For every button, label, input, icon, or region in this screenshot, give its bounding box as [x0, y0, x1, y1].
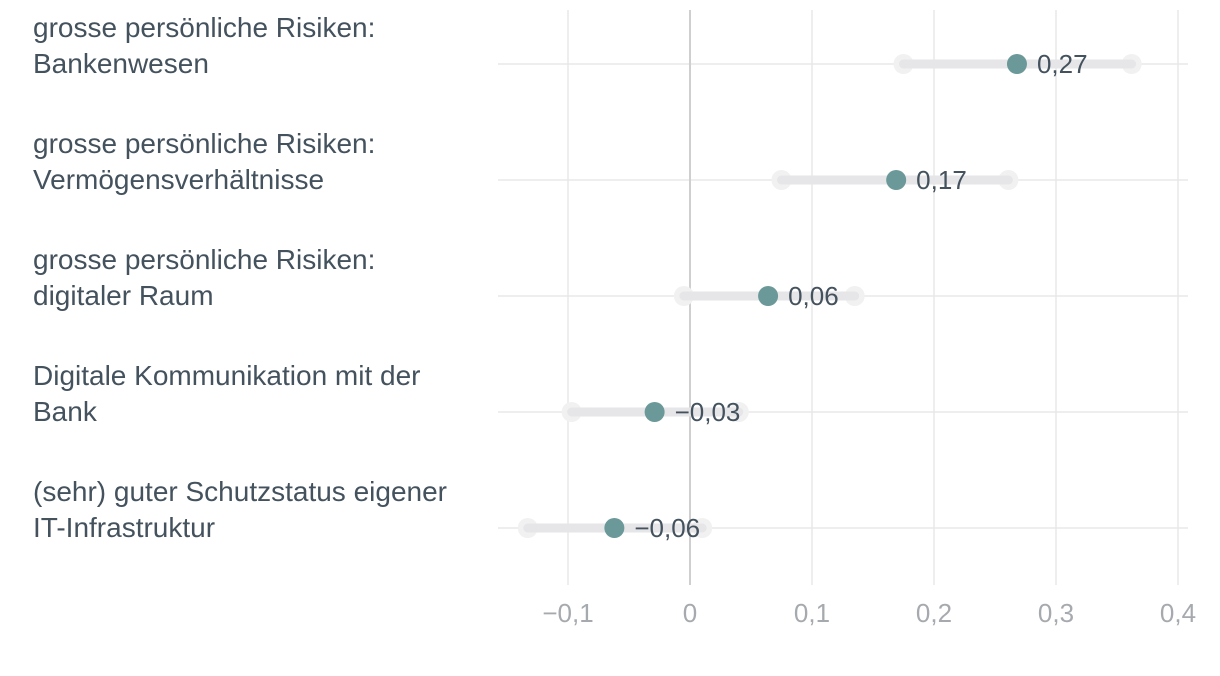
grid-lines: [498, 10, 1188, 585]
category-label-line: digitaler Raum: [33, 280, 214, 311]
category-label: grosse persönliche Risiken: Vermögensverh…: [33, 128, 375, 195]
estimate-points: [604, 54, 1027, 538]
value-label: 0,27: [1037, 49, 1088, 79]
x-tick-label: 0,1: [794, 598, 830, 628]
estimate-point: [604, 518, 625, 538]
category-label: Digitale Kommunikation mit der Bank: [33, 360, 421, 427]
category-label: (sehr) guter Schutzstatus eigener IT-Infr…: [33, 476, 447, 543]
value-label: −0,03: [675, 397, 741, 427]
category-label-line: Digitale Kommunikation mit der: [33, 360, 421, 391]
category-label-line: Bank: [33, 396, 98, 427]
value-label: 0,17: [916, 165, 967, 195]
category-label-line: grosse persönliche Risiken:: [33, 128, 375, 159]
x-tick-label: 0,3: [1038, 598, 1074, 628]
category-label: grosse persönliche Risiken: Bankenwesen: [33, 12, 375, 79]
category-label: grosse persönliche Risiken: digitaler Rau…: [33, 244, 375, 311]
category-labels: grosse persönliche Risiken: Bankenwesengr…: [33, 12, 447, 543]
estimate-point: [644, 402, 665, 422]
category-label-line: (sehr) guter Schutzstatus eigener: [33, 476, 447, 507]
x-tick-label: −0,1: [542, 598, 593, 628]
value-label: −0,06: [634, 513, 700, 543]
category-label-line: grosse persönliche Risiken:: [33, 12, 375, 43]
x-tick-label: 0,2: [916, 598, 952, 628]
estimate-point: [1006, 54, 1027, 74]
category-label-line: Bankenwesen: [33, 48, 209, 79]
x-tick-label: 0,4: [1160, 598, 1196, 628]
estimate-point: [886, 170, 907, 190]
x-tick-label: 0: [683, 598, 697, 628]
estimate-point: [758, 286, 779, 306]
value-labels: 0,27 0,17 0,06 −0,03 −0,06: [634, 49, 1087, 543]
category-label-line: IT-Infrastruktur: [33, 512, 215, 543]
category-label-line: Vermögensverhältnisse: [33, 164, 324, 195]
x-axis-tick-labels: −0,1 0 0,1 0,2 0,3 0,4: [542, 598, 1196, 628]
category-label-line: grosse persönliche Risiken:: [33, 244, 375, 275]
value-label: 0,06: [788, 281, 839, 311]
